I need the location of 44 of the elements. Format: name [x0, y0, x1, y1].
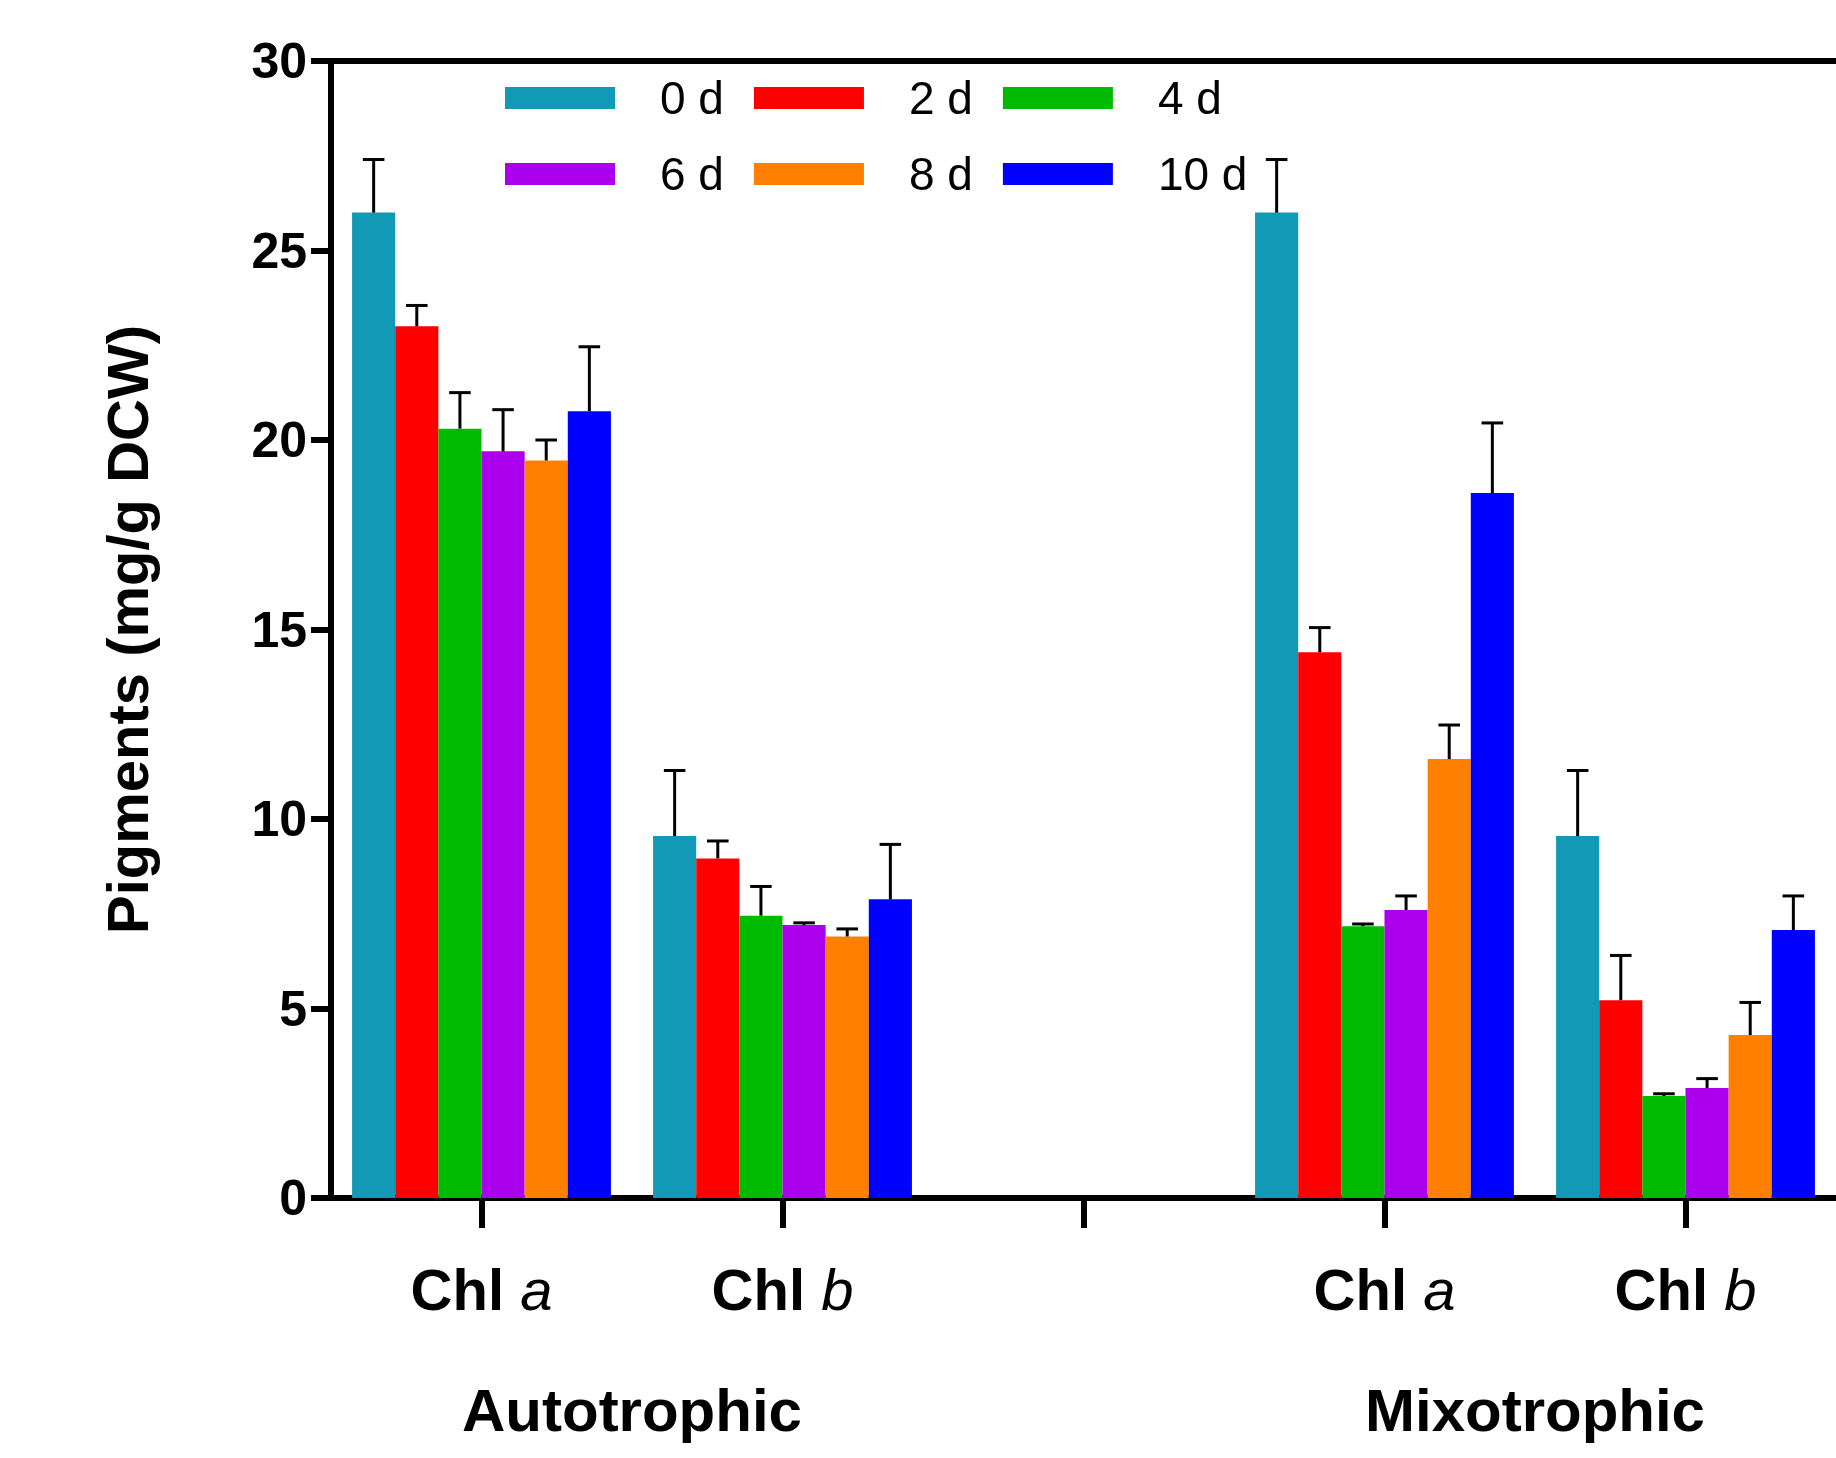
x-tick-label: Chl b — [711, 1256, 854, 1322]
bar — [782, 925, 826, 1198]
legend-label: 0 d — [660, 72, 724, 124]
legend-label: 10 d — [1157, 148, 1248, 200]
bar — [395, 326, 439, 1198]
bar — [1556, 836, 1600, 1198]
bar — [825, 936, 869, 1198]
bar — [868, 899, 912, 1198]
text: Autotrophic — [462, 1376, 802, 1444]
bar — [524, 460, 568, 1198]
bar — [1427, 759, 1471, 1198]
y-tick-label: 20 — [251, 412, 307, 468]
x-tick-label: Chl b — [1614, 1256, 1757, 1322]
bar — [567, 411, 611, 1198]
bar — [1771, 930, 1815, 1198]
x-tick-label: Chl a — [410, 1256, 553, 1322]
y-tick-label: 0 — [279, 1170, 307, 1226]
x-tick-label: Chl a — [1313, 1256, 1456, 1322]
bar — [1255, 212, 1299, 1198]
y-tick-label: 5 — [279, 980, 307, 1037]
y-axis-title: Pigments (mg/g DCW) — [94, 325, 160, 934]
legend-label: 8 d — [908, 148, 973, 200]
bar — [1685, 1088, 1729, 1198]
bar — [739, 915, 783, 1198]
bar — [1642, 1096, 1686, 1198]
y-tick-label: 25 — [251, 222, 307, 279]
y-tick-label: 10 — [251, 791, 307, 847]
bar — [352, 212, 396, 1198]
bar — [696, 858, 740, 1198]
bar — [1470, 493, 1514, 1198]
bar — [653, 836, 697, 1198]
y-tick-label: 15 — [251, 601, 307, 658]
legend-label: 2 d — [908, 72, 973, 124]
text: Mixotrophic — [1365, 1376, 1705, 1444]
bar — [1298, 652, 1342, 1198]
legend-label: 6 d — [660, 148, 724, 200]
bar — [481, 451, 525, 1198]
bar — [1599, 1000, 1643, 1198]
y-tick-label: 30 — [251, 33, 307, 89]
bar — [438, 428, 482, 1198]
legend-label: 4 d — [1157, 72, 1222, 124]
bar — [1728, 1035, 1772, 1198]
bar — [1341, 926, 1385, 1198]
bar — [1384, 909, 1428, 1198]
